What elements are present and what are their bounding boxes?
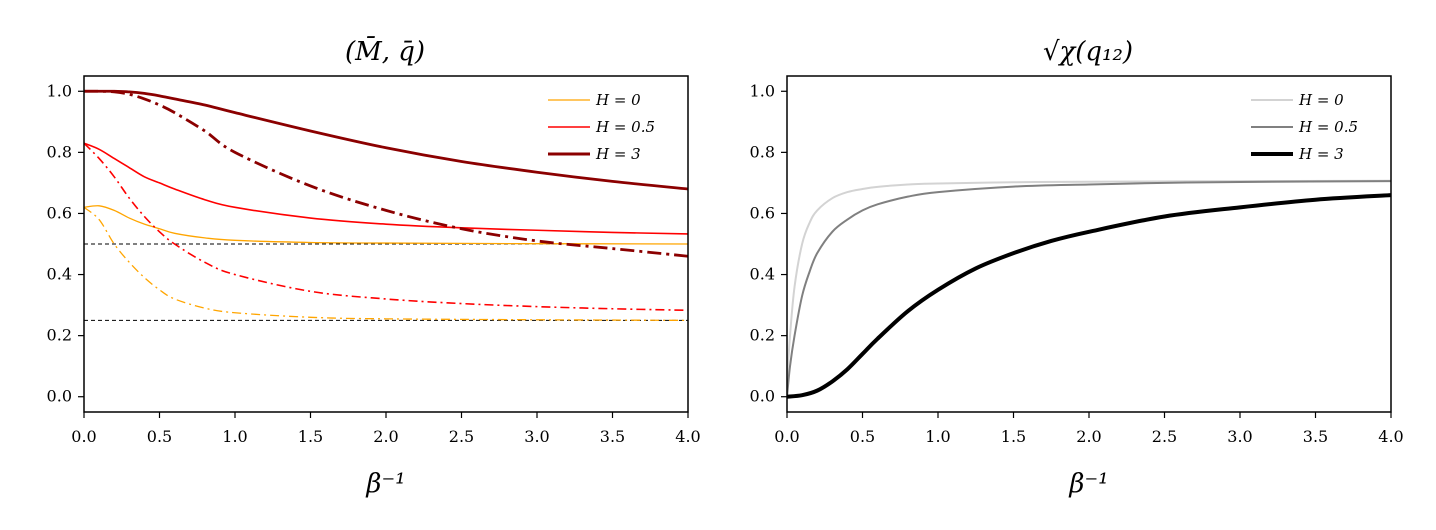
x-tick-label: 3.5 — [1303, 427, 1328, 446]
left-chart-panel: (M̄, q̄) 0.0 0.5 1.0 1.5 2.0 2.5 3.0 3.5 4.00.00… — [47, 35, 701, 499]
legend-label: H = 3 — [595, 145, 641, 163]
legend-label: H = 0.5 — [1298, 118, 1358, 136]
x-tick-label: 2.5 — [449, 427, 474, 446]
x-tick-label: 0.0 — [71, 427, 96, 446]
x-tick-label: 3.5 — [600, 427, 625, 446]
y-tick-label: 0.2 — [750, 326, 775, 345]
y-tick-label: 1.0 — [47, 81, 72, 100]
y-tick-label: 0.6 — [47, 203, 72, 222]
right-legend: H = 0 H = 0.5 H = 3 — [1251, 91, 1358, 163]
series-line-1 — [84, 206, 688, 322]
x-tick-label: 1.5 — [298, 427, 323, 446]
legend-label: H = 0 — [595, 91, 641, 109]
right-plot-area — [787, 179, 1391, 399]
series-line-2 — [787, 193, 1391, 399]
x-tick-label: 0.0 — [774, 427, 799, 446]
y-tick-label: 0.4 — [47, 265, 72, 284]
x-tick-label: 4.0 — [675, 427, 700, 446]
legend-label: H = 0 — [1298, 91, 1344, 109]
y-tick-label: 0.0 — [47, 387, 72, 406]
x-tick-label: 1.0 — [925, 427, 950, 446]
series-line-0 — [787, 179, 1391, 382]
y-tick-label: 0.6 — [750, 203, 775, 222]
y-tick-label: 0.0 — [750, 387, 775, 406]
left-legend: H = 0 H = 0.5 H = 3 — [548, 91, 655, 163]
legend-label: H = 0.5 — [595, 118, 655, 136]
series-line-3 — [84, 142, 688, 312]
right-ticks: 0.0 0.5 1.0 1.5 2.0 2.5 3.0 3.5 4.0 0.0 0.2 0.4 0.6 0… — [750, 81, 1404, 446]
x-tick-label: 1.0 — [222, 427, 247, 446]
y-tick-label: 0.2 — [47, 326, 72, 345]
x-tick-label: 3.0 — [524, 427, 549, 446]
x-tick-label: 2.5 — [1152, 427, 1177, 446]
series-line-2 — [84, 142, 688, 235]
right-chart-panel: √χ(q₁₂) 0.0 0.5 1.0 1.5 2.0 2.5 3.0 3.5 4.00.00.… — [750, 37, 1404, 499]
x-tick-label: 0.5 — [850, 427, 875, 446]
right-chart-title: √χ(q₁₂) — [1043, 37, 1133, 67]
x-tick-label: 1.5 — [1001, 427, 1026, 446]
series-line-5 — [84, 89, 688, 258]
right-x-axis-label: β⁻¹ — [1068, 469, 1108, 499]
legend-label: H = 3 — [1298, 145, 1344, 163]
y-tick-label: 0.8 — [750, 142, 775, 161]
x-tick-label: 3.0 — [1227, 427, 1252, 446]
left-x-axis-label: β⁻¹ — [365, 469, 405, 499]
y-tick-label: 0.4 — [750, 265, 775, 284]
series-line-1 — [787, 180, 1391, 397]
left-chart-title: (M̄, q̄) — [345, 35, 425, 67]
left-plot-area — [84, 89, 688, 322]
x-tick-label: 4.0 — [1378, 427, 1403, 446]
x-tick-label: 0.5 — [147, 427, 172, 446]
y-tick-label: 1.0 — [750, 81, 775, 100]
x-tick-label: 2.0 — [1076, 427, 1101, 446]
left-ticks: 0.0 0.5 1.0 1.5 2.0 2.5 3.0 3.5 4.0 0.0 0.2 0.4 0.6 0… — [47, 81, 701, 446]
series-line-0 — [84, 205, 688, 245]
y-tick-label: 0.8 — [47, 142, 72, 161]
x-tick-label: 2.0 — [373, 427, 398, 446]
